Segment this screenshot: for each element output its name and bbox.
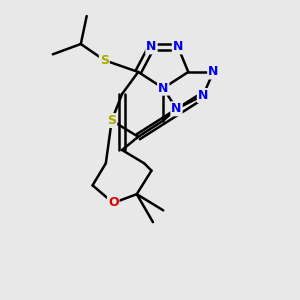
Text: N: N <box>171 102 182 115</box>
Text: N: N <box>146 40 157 53</box>
Text: N: N <box>208 65 218 79</box>
Text: S: S <box>107 114 116 127</box>
Text: S: S <box>100 54 109 67</box>
Text: O: O <box>108 196 119 209</box>
Text: N: N <box>173 40 183 53</box>
Text: N: N <box>158 82 168 95</box>
Text: N: N <box>198 89 208 102</box>
